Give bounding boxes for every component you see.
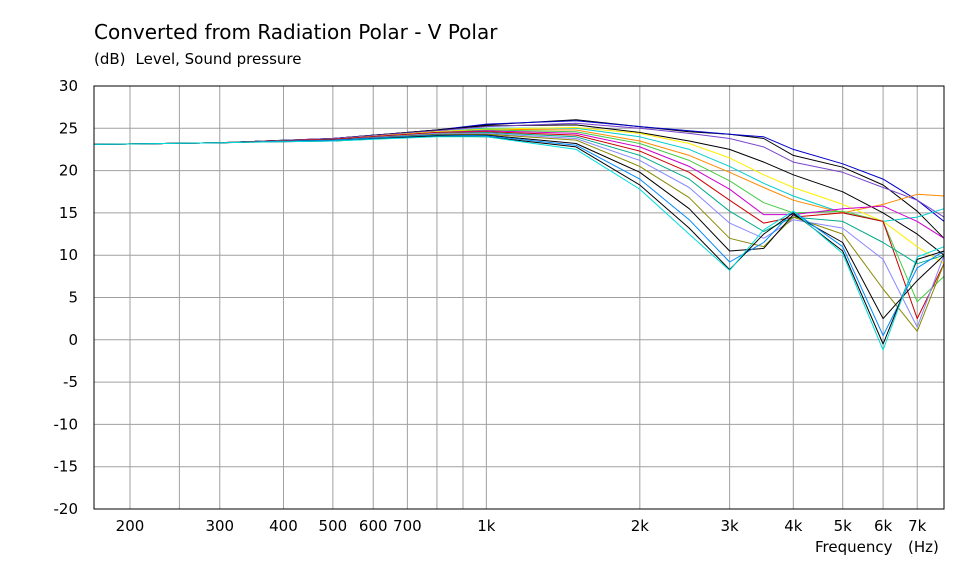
series-line-10 [93,131,945,320]
y-tick-label: 20 [59,162,78,180]
plot-frame [93,85,945,510]
x-tick-label: 200 [116,517,145,535]
x-axis-unit: (Hz) [908,538,939,556]
x-tick-label: 6k [874,517,893,535]
y-tick-label: 15 [59,204,78,222]
x-tick-label: 600 [359,517,388,535]
x-tick-label: 2k [631,517,650,535]
series-line-15 [93,134,945,337]
series-line-1 [93,119,945,239]
y-tick-label: -20 [54,500,79,518]
plot-border [93,85,945,510]
y-tick-label: 10 [59,246,78,264]
y-tick-label: -15 [54,458,79,476]
series-line-3 [93,124,945,256]
tick-labels: 30 25 20 15 10 5 0 -5 -10 -15 -20 200 300 400 500 600 70… [54,77,939,556]
series-line-14 [93,134,945,320]
y-tick-label: 30 [59,77,78,95]
chart-title: Converted from Radiation Polar - V Polar [94,20,498,44]
x-tick-label: 4k [784,517,803,535]
x-tick-label: 300 [205,517,234,535]
x-tick-label: 3k [720,517,739,535]
x-tick-label: 7k [908,517,927,535]
grid [94,85,944,510]
y-tick-label: -10 [54,415,79,433]
series-line-7 [93,127,945,265]
x-tick-label: 1k [477,517,496,535]
x-tick-label: 5k [834,517,853,535]
x-tick-label: 700 [393,517,422,535]
y-tick-label: 5 [68,289,78,307]
x-axis-title: Frequency [815,538,893,556]
y-tick-label: 0 [68,331,78,349]
series-line-13 [93,133,945,332]
y-axis-label: (dB) Level, Sound pressure [94,50,301,68]
x-tick-label: 400 [269,517,298,535]
y-axis-title: Level, Sound pressure [135,50,302,68]
series-line-4 [93,122,945,218]
series-group [93,119,945,351]
series-line-9 [93,130,945,239]
y-tick-label: 25 [59,119,78,137]
series-line-17 [93,136,945,351]
x-tick-label: 500 [319,517,348,535]
y-axis-unit: (dB) [94,50,126,68]
series-line-11 [93,132,945,265]
y-tick-label: -5 [63,373,78,391]
